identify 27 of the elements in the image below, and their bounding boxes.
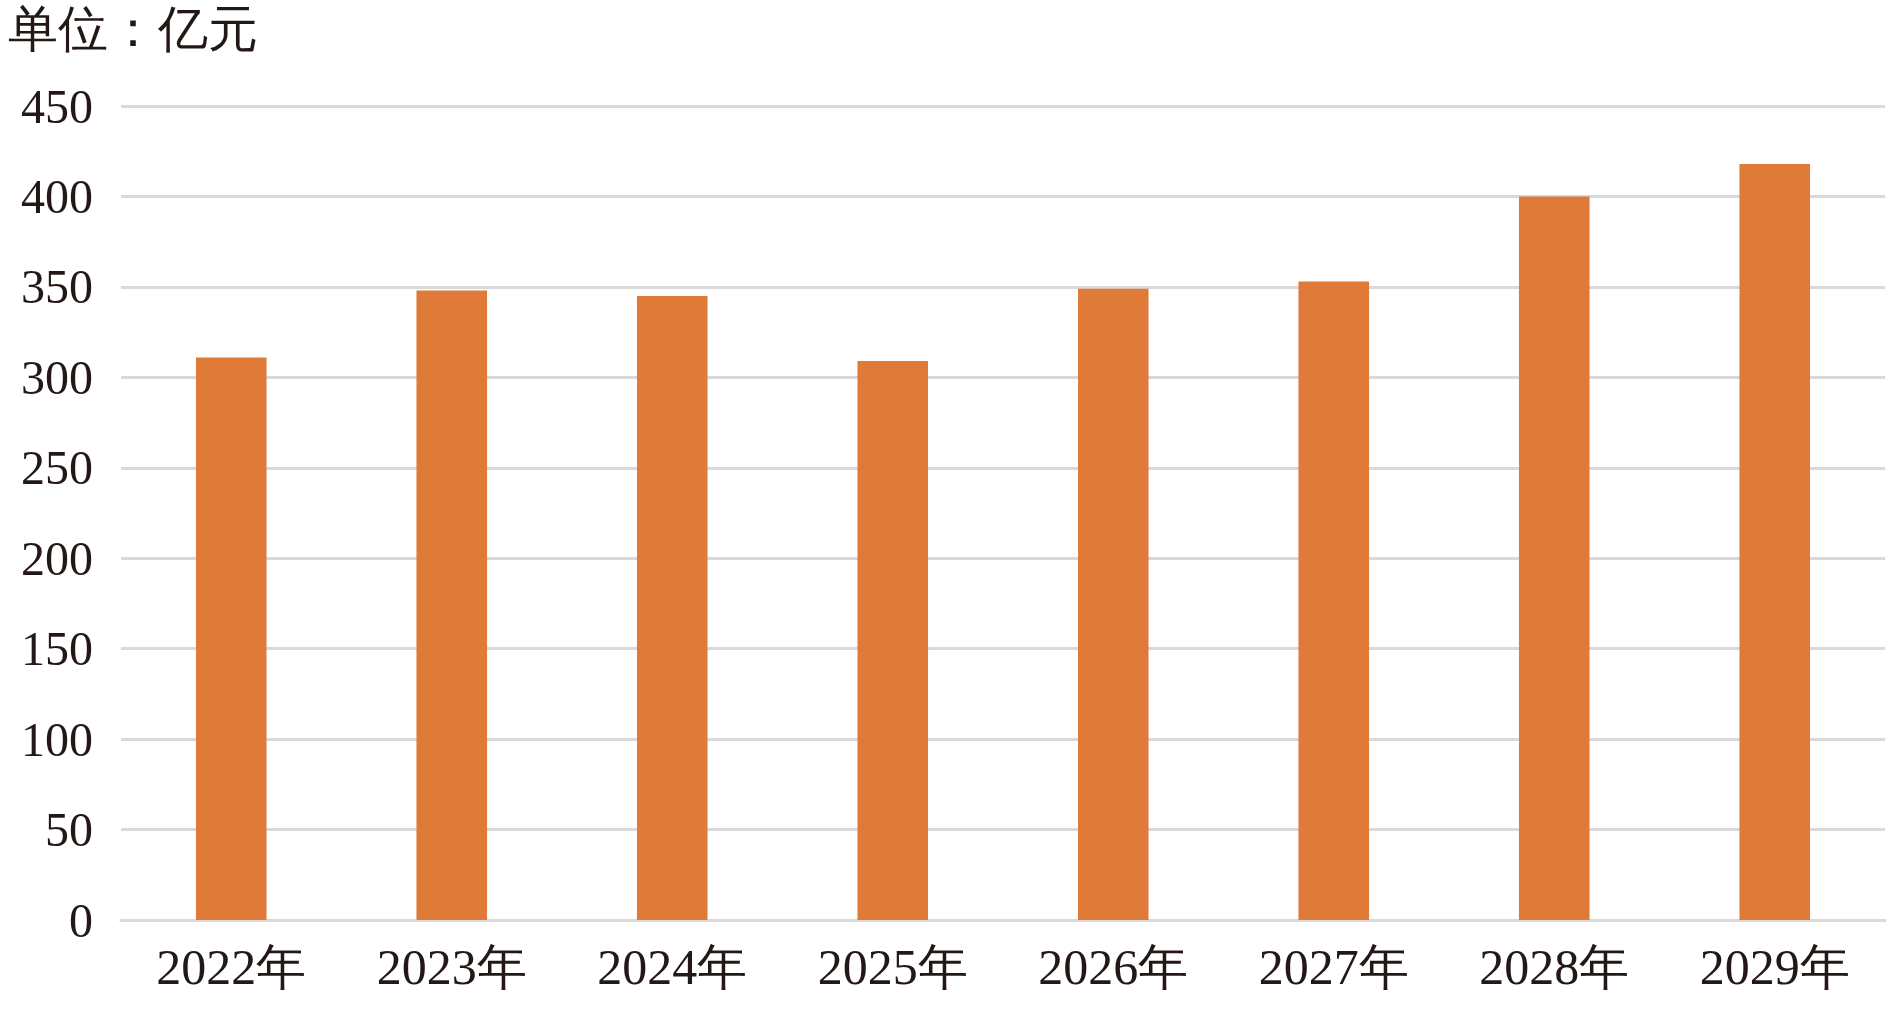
bar [1739,163,1811,920]
bar [195,357,267,920]
y-tick-label: 400 [21,169,93,223]
x-tick-label: 2025年 [817,939,968,995]
bar [857,361,929,920]
y-tick-label: 100 [21,712,93,766]
y-tick-label: 450 [21,79,93,133]
y-tick-label: 350 [21,260,93,314]
y-tick-label: 50 [45,803,93,857]
x-tick-label: 2029年 [1699,939,1850,995]
bar [1518,196,1590,920]
x-tick-label: 2022年 [156,939,307,995]
bar [1298,281,1370,920]
y-axis-title: 单位：亿元 [8,1,258,57]
x-tick-label: 2023年 [376,939,527,995]
bar [636,295,708,920]
y-tick-label: 200 [21,531,93,585]
bar [416,290,488,920]
x-tick-label: 2028年 [1479,939,1630,995]
y-tick-label: 150 [21,622,93,676]
y-tick-label: 250 [21,441,93,495]
y-tick-label: 0 [69,893,93,947]
y-tick-label: 300 [21,350,93,404]
x-tick-label: 2027年 [1258,939,1409,995]
x-tick-label: 2026年 [1038,939,1189,995]
bar [1077,288,1149,920]
x-tick-label: 2024年 [597,939,748,995]
